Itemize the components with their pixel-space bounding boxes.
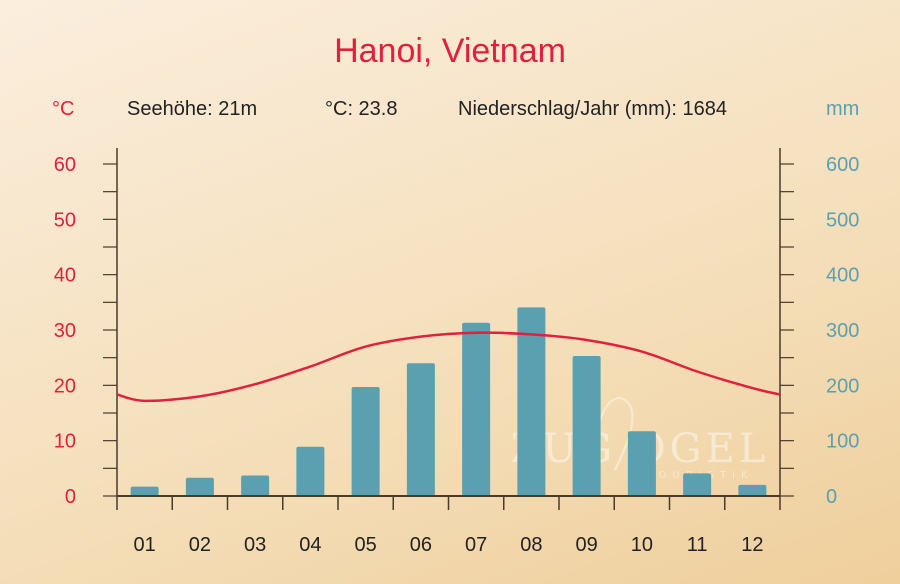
x-tick-label-05: 05 <box>355 534 377 556</box>
right-tick-label: 300 <box>826 320 859 342</box>
x-tick-label-12: 12 <box>741 534 763 556</box>
temperature-line <box>116 331 781 403</box>
chart-title: Hanoi, Vietnam <box>334 32 566 70</box>
left-tick-label: 40 <box>54 265 76 287</box>
x-tick-label-10: 10 <box>631 534 653 556</box>
precip-bar-05 <box>351 386 380 496</box>
x-tick-label-11: 11 <box>687 534 708 556</box>
precip-bar-02 <box>185 477 214 496</box>
precip-bar-06 <box>406 363 435 496</box>
precip-bar-09 <box>572 356 601 496</box>
right-tick-label: 500 <box>826 209 859 231</box>
right-tick-label: 0 <box>826 486 837 508</box>
precip-year-info: Niederschlag/Jahr (mm): 1684 <box>458 98 727 120</box>
altitude-info: Seehöhe: 21m <box>127 98 257 120</box>
mean-temp-info: °C: 23.8 <box>325 98 397 120</box>
left-tick-label: 10 <box>54 431 76 453</box>
left-tick-label: 20 <box>54 375 76 397</box>
right-tick-label: 600 <box>826 154 859 176</box>
precip-bar-12 <box>738 484 767 496</box>
x-tick-label-01: 01 <box>134 534 156 556</box>
x-tick-label-03: 03 <box>244 534 266 556</box>
x-tick-label-08: 08 <box>520 534 542 556</box>
x-tick-label-07: 07 <box>465 534 487 556</box>
left-axis-unit: °C <box>52 98 74 120</box>
precip-bar-10 <box>627 431 656 496</box>
precip-bar-08 <box>517 307 546 496</box>
right-axis-unit: mm <box>826 98 859 120</box>
x-tick-label-02: 02 <box>189 534 211 556</box>
left-tick-label: 30 <box>54 320 76 342</box>
x-tick-label-04: 04 <box>299 534 321 556</box>
precip-bar-04 <box>296 446 325 496</box>
precip-bar-07 <box>462 322 491 496</box>
precip-bar-01 <box>130 486 159 496</box>
left-tick-label: 0 <box>65 486 76 508</box>
left-tick-label: 50 <box>54 209 76 231</box>
right-tick-label: 400 <box>826 265 859 287</box>
precip-bar-11 <box>683 473 712 496</box>
right-tick-label: 200 <box>826 375 859 397</box>
precip-bar-03 <box>241 475 270 496</box>
left-tick-label: 60 <box>54 154 76 176</box>
right-tick-label: 100 <box>826 431 859 453</box>
x-tick-label-09: 09 <box>576 534 598 556</box>
x-tick-label-06: 06 <box>410 534 432 556</box>
